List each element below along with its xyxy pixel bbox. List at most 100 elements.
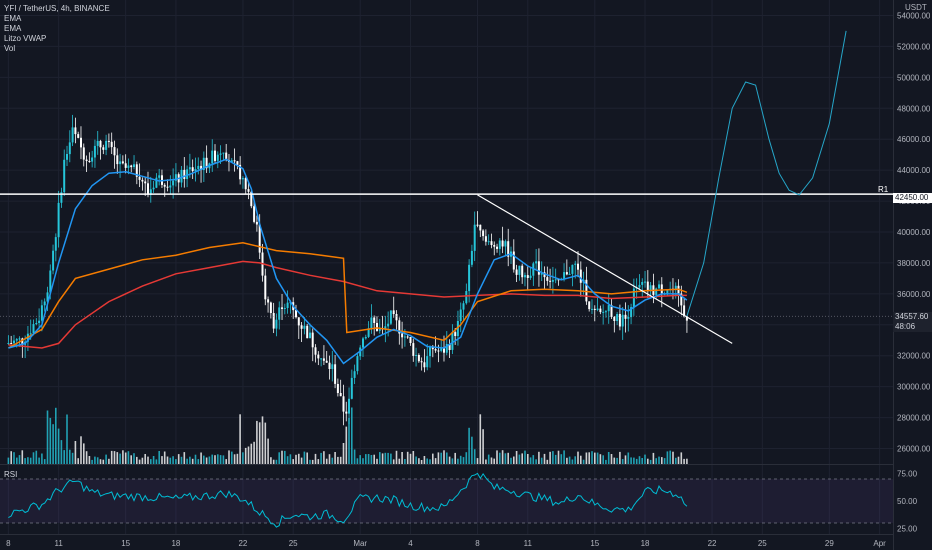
candle-body xyxy=(71,127,74,143)
candle-body xyxy=(434,349,437,351)
candle-body xyxy=(535,261,538,264)
candle-body xyxy=(456,321,459,336)
x-tick-label: 22 xyxy=(238,539,247,548)
volume-bar xyxy=(323,451,325,464)
candle-body xyxy=(309,332,311,339)
volume-bar xyxy=(633,457,635,464)
volume-bar xyxy=(116,452,119,464)
y-tick-label: 32000.00 xyxy=(897,352,931,361)
candle-body xyxy=(401,333,404,338)
candle-body xyxy=(532,263,535,276)
candle-body xyxy=(666,290,669,294)
candle-body xyxy=(219,153,222,155)
volume-bar xyxy=(599,454,602,464)
volume-bar xyxy=(616,457,618,464)
volume-bar xyxy=(658,456,660,464)
candle-body xyxy=(336,384,339,393)
volume-bar xyxy=(493,458,495,464)
x-tick-label: 8 xyxy=(475,539,480,548)
candle-body xyxy=(370,317,373,329)
candle-body xyxy=(618,314,621,327)
candle-body xyxy=(297,317,300,326)
candle-body xyxy=(222,152,225,154)
candle-body xyxy=(521,265,524,278)
rsi-label[interactable]: RSI xyxy=(4,470,18,479)
vwap-line xyxy=(8,260,687,349)
volume-bar xyxy=(521,453,523,464)
volume-bar xyxy=(395,450,398,464)
volume-bar xyxy=(219,455,222,464)
candle-body xyxy=(571,264,574,274)
legend-vwap[interactable]: Litzo VWAP xyxy=(4,34,47,43)
y-tick-label: 30000.00 xyxy=(897,383,931,392)
candle-body xyxy=(389,310,392,324)
volume-bar xyxy=(189,456,191,464)
volume-bar xyxy=(434,458,437,464)
candle-body xyxy=(180,169,183,183)
volume-bar xyxy=(7,457,10,464)
candle-body xyxy=(236,161,239,165)
volume-bar xyxy=(353,449,356,464)
candle-body xyxy=(607,305,610,312)
volume-bar xyxy=(169,457,172,464)
candle-body xyxy=(454,332,457,336)
volume-bar xyxy=(52,424,54,464)
volume-bar xyxy=(158,451,160,464)
volume-bar xyxy=(334,452,336,464)
x-tick-label: 25 xyxy=(758,539,767,548)
candle-body xyxy=(644,281,646,283)
volume-bar xyxy=(454,452,456,464)
legend-ema-1[interactable]: EMA xyxy=(4,14,22,23)
candle-body xyxy=(459,309,462,321)
candle-body xyxy=(448,344,451,350)
y-tick-label: 54000.00 xyxy=(897,11,931,20)
candle-body xyxy=(325,360,328,363)
volume-bar xyxy=(253,441,255,464)
candle-body xyxy=(286,302,289,308)
y-tick-label: 50000.00 xyxy=(897,73,931,82)
volume-bar xyxy=(80,436,82,464)
volume-bar xyxy=(217,454,219,464)
volume-bar xyxy=(504,453,507,464)
currency-label: USDT xyxy=(905,3,927,12)
volume-bar xyxy=(594,452,596,464)
candle-body xyxy=(468,264,471,292)
candle-body xyxy=(596,308,599,310)
candle-body xyxy=(524,275,526,278)
y-tick-label: 26000.00 xyxy=(897,445,931,454)
volume-bar xyxy=(43,459,46,464)
candle-body xyxy=(353,371,356,378)
volume-bar xyxy=(233,454,236,464)
candle-body xyxy=(166,186,169,188)
y-tick-label: 46000.00 xyxy=(897,135,931,144)
candle-body xyxy=(239,164,242,180)
candle-body xyxy=(91,157,94,162)
volume-bar xyxy=(136,456,138,464)
candle-body xyxy=(258,224,261,253)
candle-body xyxy=(250,191,253,207)
y-tick-label: 38000.00 xyxy=(897,259,931,268)
volume-bar xyxy=(24,458,26,464)
candle-body xyxy=(144,181,147,184)
candle-body xyxy=(328,362,331,369)
candle-body xyxy=(135,164,138,177)
volume-bar xyxy=(264,422,267,464)
volume-bar xyxy=(49,417,52,464)
candle-body xyxy=(63,159,66,193)
candle-body xyxy=(233,160,236,162)
legend-ema-2[interactable]: EMA xyxy=(4,24,22,33)
volume-bar xyxy=(680,452,683,464)
candle-body xyxy=(624,314,627,319)
candle-body xyxy=(451,332,454,350)
volume-bar xyxy=(462,457,465,464)
legend-volume[interactable]: Vol xyxy=(4,44,16,53)
volume-bar xyxy=(432,453,434,464)
volume-bar xyxy=(205,457,208,464)
legend-symbol[interactable]: YFI / TetherUS, 4h, BINANCE xyxy=(4,4,110,13)
volume-bar xyxy=(284,450,286,464)
ema-fast-line xyxy=(8,158,688,365)
volume-bar xyxy=(540,457,543,464)
volume-bar xyxy=(448,456,451,464)
volume-bar xyxy=(644,454,646,464)
